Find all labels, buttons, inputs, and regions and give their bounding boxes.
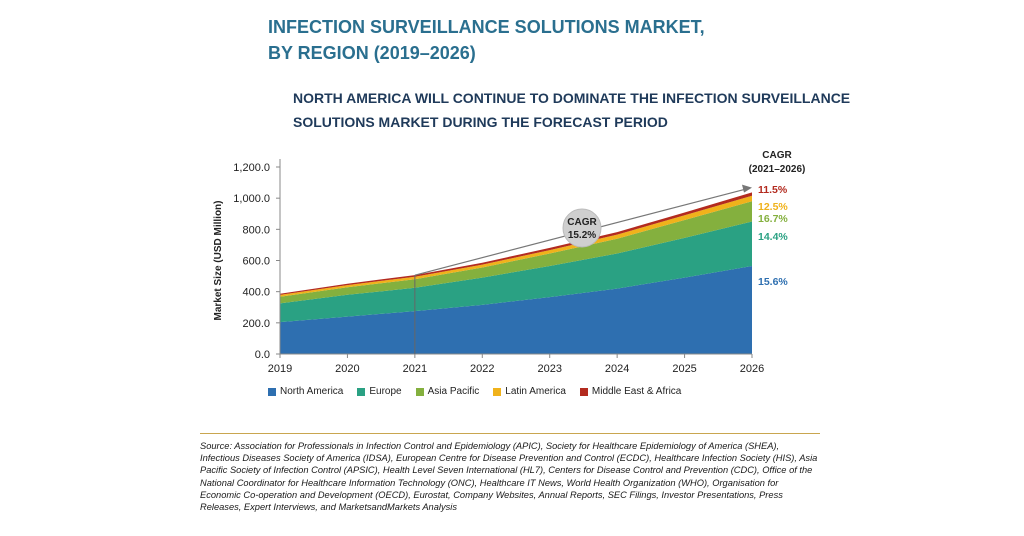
chart-subtitle: NORTH AMERICA WILL CONTINUE TO DOMINATE … xyxy=(293,86,853,134)
area-north-america xyxy=(280,266,752,354)
source-note: Source: Association for Professionals in… xyxy=(200,441,818,513)
cagr-arrow-head xyxy=(742,184,752,193)
legend-label: Middle East & Africa xyxy=(591,386,682,397)
axes-group: 0.0 200.0 400.0 600.0 800.0 1,000.0 1,200.0 201… xyxy=(213,159,764,375)
x-tick-label: 2021 xyxy=(403,363,427,375)
x-tick-label: 2023 xyxy=(537,363,561,375)
y-tick-label: 0.0 xyxy=(255,349,270,361)
cagr-value-asia-pacific: 16.7% xyxy=(758,213,788,225)
cagr-bubble-value: 15.2% xyxy=(568,230,596,241)
cagr-bubble xyxy=(562,208,602,248)
y-tick-label: 1,000.0 xyxy=(233,193,270,205)
cagr-value-middle-east-africa: 11.5% xyxy=(758,184,788,196)
legend-swatch xyxy=(268,387,276,396)
x-tick-label: 2026 xyxy=(740,363,764,375)
legend-item: Asia Pacific xyxy=(415,386,480,397)
chart-subtitle-line-2: SOLUTIONS MARKET DURING THE FORECAST PER… xyxy=(293,114,668,130)
x-tick-label: 2020 xyxy=(335,363,359,375)
area-asia-pacific xyxy=(280,201,752,304)
chart-title: INFECTION SURVEILLANCE SOLUTIONS MARKET,… xyxy=(268,14,788,66)
legend-swatch xyxy=(493,387,502,396)
y-tick-label: 1,200.0 xyxy=(233,162,270,174)
cagr-header: CAGR xyxy=(762,150,792,161)
area-series-group xyxy=(280,192,752,354)
y-tick-label: 200.0 xyxy=(242,318,270,330)
x-tick-label: 2022 xyxy=(470,363,494,375)
chart-title-line-2: BY REGION (2019–2026) xyxy=(268,43,476,63)
area-europe xyxy=(280,221,752,323)
legend-label: Europe xyxy=(369,386,402,397)
x-tick-label: 2025 xyxy=(672,363,696,375)
legend-label: Latin America xyxy=(505,386,566,397)
y-tick-label: 800.0 xyxy=(242,224,270,236)
cagr-value-latin-america: 12.5% xyxy=(758,201,788,213)
legend-item: North America xyxy=(268,386,343,397)
y-tick-label: 400.0 xyxy=(242,287,270,299)
chart-legend: North America Europe Asia Pacific Latin Ame… xyxy=(268,386,681,397)
cagr-value-europe: 14.4% xyxy=(758,231,788,243)
annotations-group: CAGR 15.2% CAGR (2021–2026) 11.5% 12.5%16.7% 1… xyxy=(414,150,806,354)
legend-item: Europe xyxy=(357,386,402,397)
cagr-value-north-america: 15.6% xyxy=(758,276,788,288)
x-tick-label: 2019 xyxy=(268,363,292,375)
legend-swatch xyxy=(415,387,424,396)
cagr-bubble-label: CAGR xyxy=(567,217,597,228)
x-tick-label: 2024 xyxy=(605,363,629,375)
legend-item: Latin America xyxy=(493,386,566,397)
legend-item: Middle East & Africa xyxy=(579,386,682,397)
y-axis-label: Market Size (USD Million) xyxy=(213,200,224,320)
chart-title-line-1: INFECTION SURVEILLANCE SOLUTIONS MARKET, xyxy=(268,17,705,37)
y-tick-label: 600.0 xyxy=(242,256,270,268)
legend-swatch xyxy=(579,387,588,396)
chart-subtitle-line-1: NORTH AMERICA WILL CONTINUE TO DOMINATE … xyxy=(293,90,851,106)
legend-label: Asia Pacific xyxy=(427,386,480,397)
legend-swatch xyxy=(357,387,366,396)
cagr-header-period: (2021–2026) xyxy=(749,164,806,175)
source-divider xyxy=(200,433,820,434)
legend-label: North America xyxy=(280,386,344,397)
